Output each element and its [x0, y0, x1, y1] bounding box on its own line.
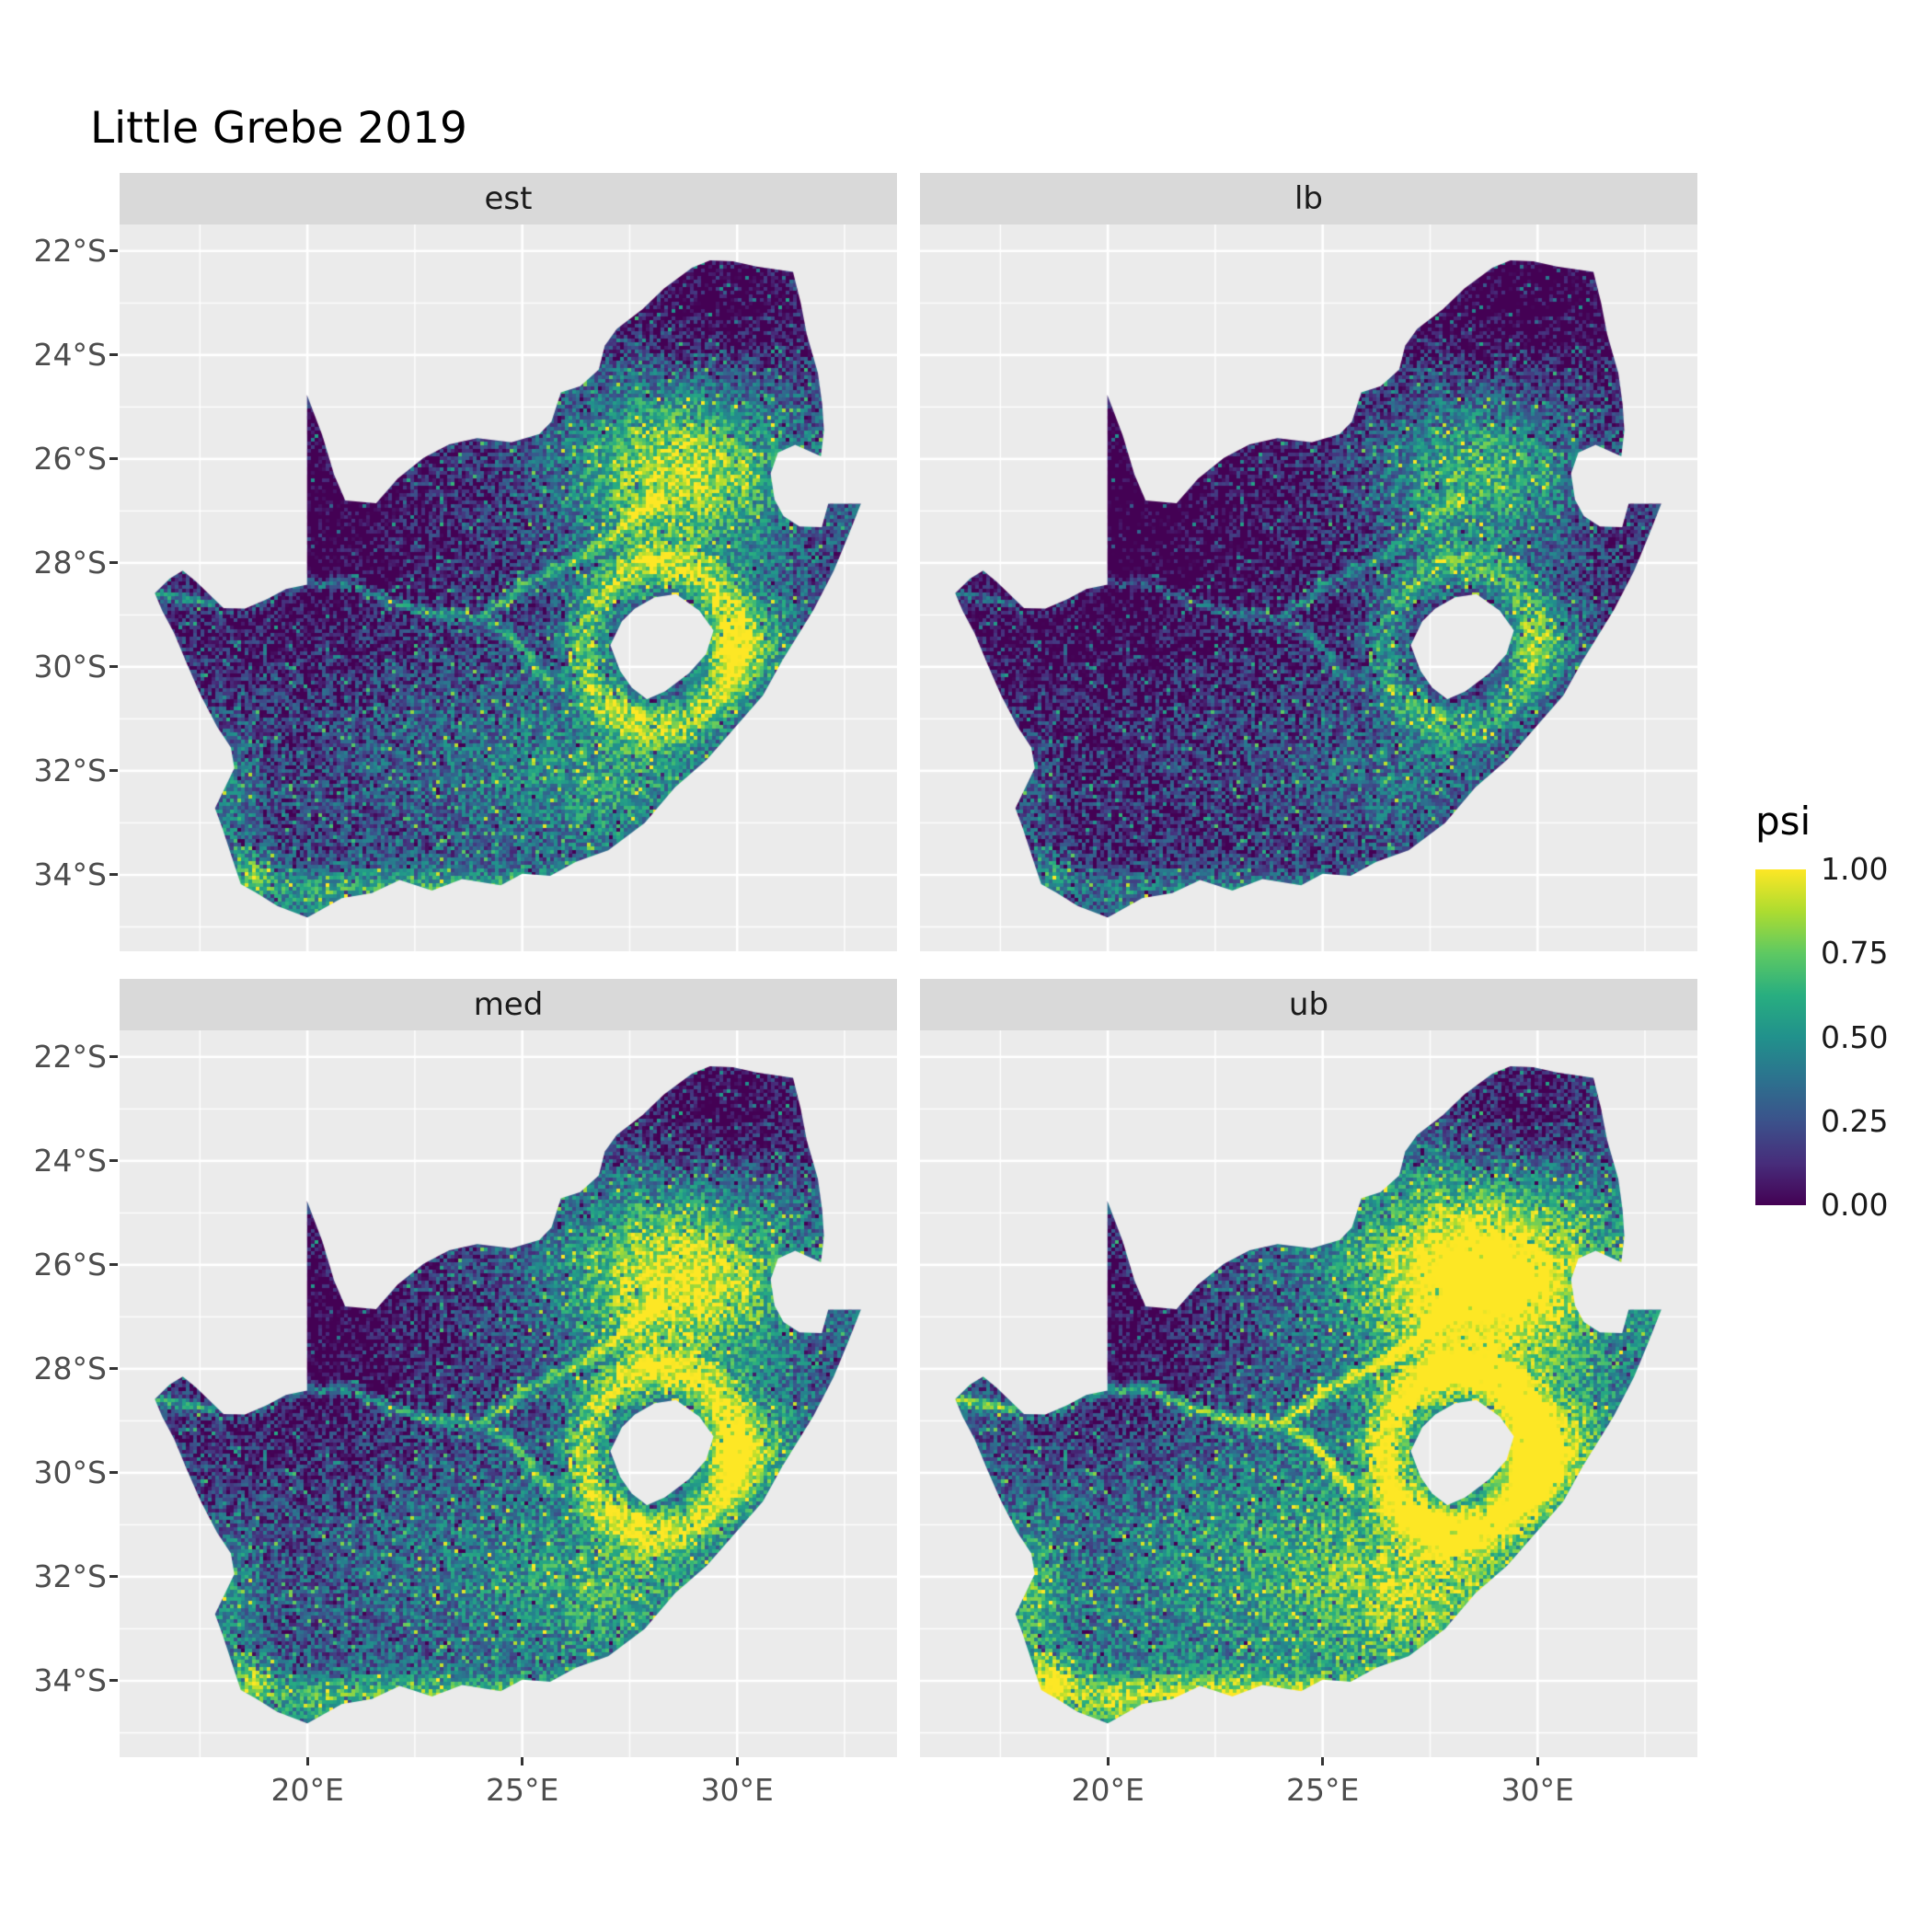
x-axis-tick [735, 1757, 739, 1765]
x-tick-label: 20°E [1071, 1772, 1144, 1808]
y-axis-tick [109, 769, 118, 773]
y-tick-label: 22°S [33, 1038, 107, 1075]
legend-tick-label: 0.25 [1821, 1102, 1889, 1139]
y-tick-label: 32°S [33, 1558, 107, 1594]
legend-tick-label: 0.00 [1821, 1187, 1889, 1223]
y-tick-label: 34°S [33, 1662, 107, 1698]
x-axis-tick [1106, 1757, 1110, 1765]
legend-title: psi [1755, 799, 1811, 844]
facet-strip-label-est: est [484, 180, 533, 217]
y-axis-tick [109, 457, 118, 461]
x-tick-label: 25°E [1286, 1772, 1360, 1808]
facet-strip-ub: ub [920, 979, 1697, 1030]
y-tick-label: 24°S [33, 336, 107, 373]
map-canvas-lb [920, 224, 1697, 951]
y-axis-tick [109, 1055, 118, 1059]
y-tick-label: 32°S [33, 752, 107, 788]
y-axis-tick [109, 665, 118, 669]
facet-strip-est: est [120, 173, 897, 224]
legend-colorbar [1755, 869, 1806, 1205]
y-tick-label: 30°S [33, 1454, 107, 1490]
y-axis-tick [109, 1367, 118, 1371]
map-canvas-med [120, 1030, 897, 1757]
legend-tick-label: 0.75 [1821, 935, 1889, 972]
y-axis-tick [109, 561, 118, 565]
map-canvas-est [120, 224, 897, 951]
y-axis-tick [109, 1159, 118, 1163]
y-tick-label: 24°S [33, 1142, 107, 1179]
y-axis-tick [109, 1471, 118, 1475]
legend-tick-label: 0.50 [1821, 1018, 1889, 1055]
y-tick-label: 28°S [33, 544, 107, 581]
y-tick-label: 26°S [33, 440, 107, 477]
x-axis-tick [1535, 1757, 1539, 1765]
facet-strip-label-med: med [473, 986, 544, 1023]
map-canvas-ub [920, 1030, 1697, 1757]
x-tick-label: 30°E [700, 1772, 774, 1808]
y-axis-tick [109, 353, 118, 357]
y-axis-tick [109, 249, 118, 253]
y-axis-tick [109, 1263, 118, 1267]
legend-tick-label: 1.00 [1821, 851, 1889, 887]
y-axis-tick [109, 1575, 118, 1579]
y-tick-label: 26°S [33, 1246, 107, 1282]
y-tick-label: 22°S [33, 232, 107, 269]
facet-strip-label-lb: lb [1294, 180, 1324, 217]
x-tick-label: 20°E [270, 1772, 344, 1808]
x-tick-label: 25°E [486, 1772, 559, 1808]
y-axis-tick [109, 1679, 118, 1683]
x-tick-label: 30°E [1501, 1772, 1574, 1808]
y-tick-label: 34°S [33, 856, 107, 892]
facet-strip-label-ub: ub [1288, 986, 1329, 1023]
y-tick-label: 30°S [33, 648, 107, 684]
x-axis-tick [1321, 1757, 1325, 1765]
x-axis-tick [305, 1757, 309, 1765]
y-tick-label: 28°S [33, 1350, 107, 1386]
plot-title: Little Grebe 2019 [90, 103, 467, 154]
y-axis-tick [109, 873, 118, 877]
facet-strip-lb: lb [920, 173, 1697, 224]
x-axis-tick [521, 1757, 524, 1765]
facet-strip-med: med [120, 979, 897, 1030]
